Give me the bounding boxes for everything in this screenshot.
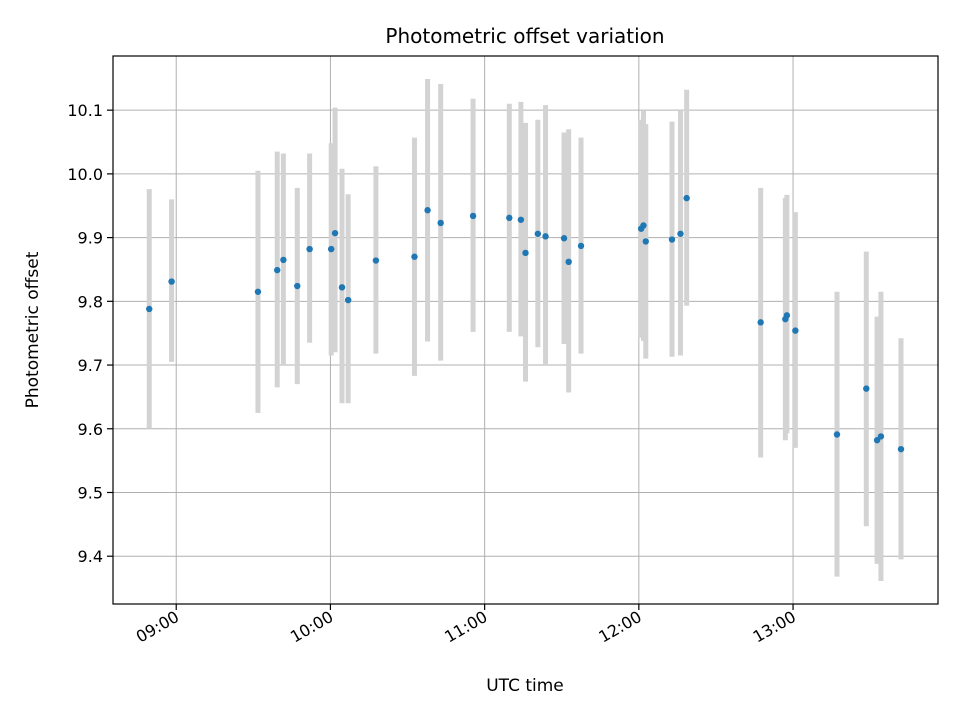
data-point-23 xyxy=(577,242,585,250)
chart-title: Photometric offset variation xyxy=(385,24,664,48)
data-point-27 xyxy=(668,236,676,243)
data-point-8 xyxy=(331,229,339,237)
data-point-32 xyxy=(783,312,791,319)
y-tick-label: 9.7 xyxy=(78,356,103,375)
data-point-4 xyxy=(280,256,287,264)
y-tick-label: 9.8 xyxy=(78,292,103,311)
y-tick-label: 9.4 xyxy=(78,547,103,566)
plot-frame xyxy=(112,55,939,605)
data-point-37 xyxy=(877,433,885,440)
data-point-7 xyxy=(328,245,335,253)
data-point-35 xyxy=(863,385,870,392)
data-point-14 xyxy=(437,219,444,227)
data-point-34 xyxy=(833,431,841,438)
data-point-1 xyxy=(168,278,175,285)
data-points xyxy=(146,194,905,453)
data-point-33 xyxy=(792,327,799,334)
data-point-10 xyxy=(344,296,352,304)
data-point-29 xyxy=(683,194,690,202)
data-point-28 xyxy=(677,230,684,237)
data-point-17 xyxy=(517,216,525,223)
data-point-2 xyxy=(254,288,262,295)
data-point-12 xyxy=(411,253,418,260)
data-point-26 xyxy=(642,238,649,245)
data-point-30 xyxy=(757,319,764,326)
data-point-3 xyxy=(274,266,281,274)
data-point-5 xyxy=(294,282,301,290)
data-point-18 xyxy=(522,249,529,257)
data-point-13 xyxy=(424,207,431,214)
data-point-19 xyxy=(534,230,542,237)
data-point-0 xyxy=(146,305,153,313)
y-tick-label: 10.1 xyxy=(67,101,103,120)
data-point-22 xyxy=(565,258,572,266)
x-axis-label: UTC time xyxy=(486,676,564,696)
y-tick-label: 9.5 xyxy=(78,483,103,502)
y-tick-label: 10.0 xyxy=(67,165,103,184)
data-point-6 xyxy=(306,245,313,253)
data-point-38 xyxy=(897,445,905,453)
y-axis-label: Photometric offset xyxy=(23,251,43,408)
data-point-21 xyxy=(560,235,568,242)
data-point-16 xyxy=(506,214,513,222)
data-point-15 xyxy=(469,212,477,220)
data-point-25 xyxy=(640,222,647,229)
y-tick-label: 9.6 xyxy=(78,420,103,439)
data-point-20 xyxy=(542,233,549,240)
data-point-11 xyxy=(372,257,380,264)
data-point-9 xyxy=(338,284,346,291)
y-tick-label: 9.9 xyxy=(78,229,103,248)
